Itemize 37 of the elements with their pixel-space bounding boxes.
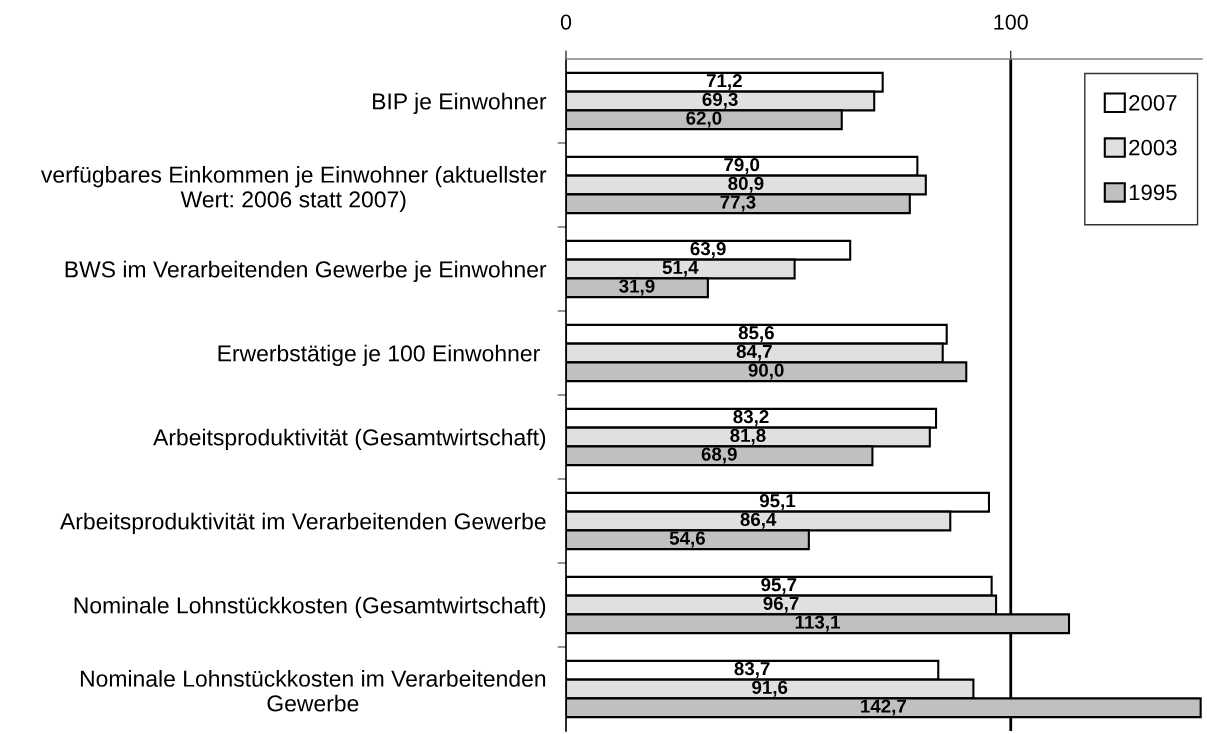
- data-label: 142,7: [861, 699, 906, 716]
- y-tick-label: BWS im Verarbeitenden Gewerbe je Einwohner: [65, 260, 547, 283]
- data-label: 83,7: [734, 662, 770, 679]
- data-label: 71,2: [706, 74, 742, 91]
- data-label: 96,7: [763, 596, 799, 613]
- legend-label: 1995: [1129, 184, 1177, 201]
- data-label: 85,6: [738, 326, 774, 343]
- data-label: 63,9: [690, 242, 726, 259]
- y-tick-label: Arbeitsproduktivität (Gesamtwirtschaft): [153, 428, 546, 451]
- y-tick-label: BIP je Einwohner: [373, 92, 547, 115]
- data-label: 86,4: [740, 512, 777, 529]
- data-label: 83,2: [733, 410, 769, 427]
- data-label: 84,7: [736, 344, 772, 361]
- data-label: 91,6: [752, 680, 788, 697]
- y-tick-label: verfügbares Einkommen je Einwohner (aktuellster Wert: 2006 statt 2007): [40, 166, 547, 213]
- data-label: 95,1: [759, 494, 796, 511]
- x-tick-label: 100: [994, 14, 1028, 30]
- data-label: 51,4: [662, 260, 699, 277]
- data-label: 113,1: [795, 615, 840, 632]
- y-tick-label: Arbeitsproduktivität im Verarbeitenden Gewerbe: [60, 512, 546, 535]
- y-tick-label: Erwerbstätige je 100 Einwohner: [218, 344, 540, 367]
- data-label: 31,9: [619, 279, 655, 296]
- data-label: 77,3: [720, 195, 756, 212]
- data-label: 68,9: [701, 447, 737, 464]
- data-label: 90,0: [748, 363, 784, 380]
- data-label: 62,0: [686, 111, 722, 128]
- x-tick-label: 0: [560, 14, 572, 30]
- data-label: 81,8: [730, 428, 766, 445]
- y-tick-label: Nominale Lohnstückkosten (Gesamtwirtschaft): [74, 596, 546, 619]
- data-label: 80,9: [728, 176, 764, 193]
- data-label: 69,3: [702, 92, 738, 109]
- data-label: 54,6: [669, 531, 705, 548]
- legend-label: 2003: [1129, 139, 1177, 156]
- legend-label: 2007: [1129, 94, 1177, 111]
- y-tick-label: Nominale Lohnstückkosten im Verarbeitenden Gewerbe: [80, 670, 546, 712]
- data-label: 79,0: [724, 158, 760, 175]
- data-label: 95,7: [761, 578, 797, 595]
